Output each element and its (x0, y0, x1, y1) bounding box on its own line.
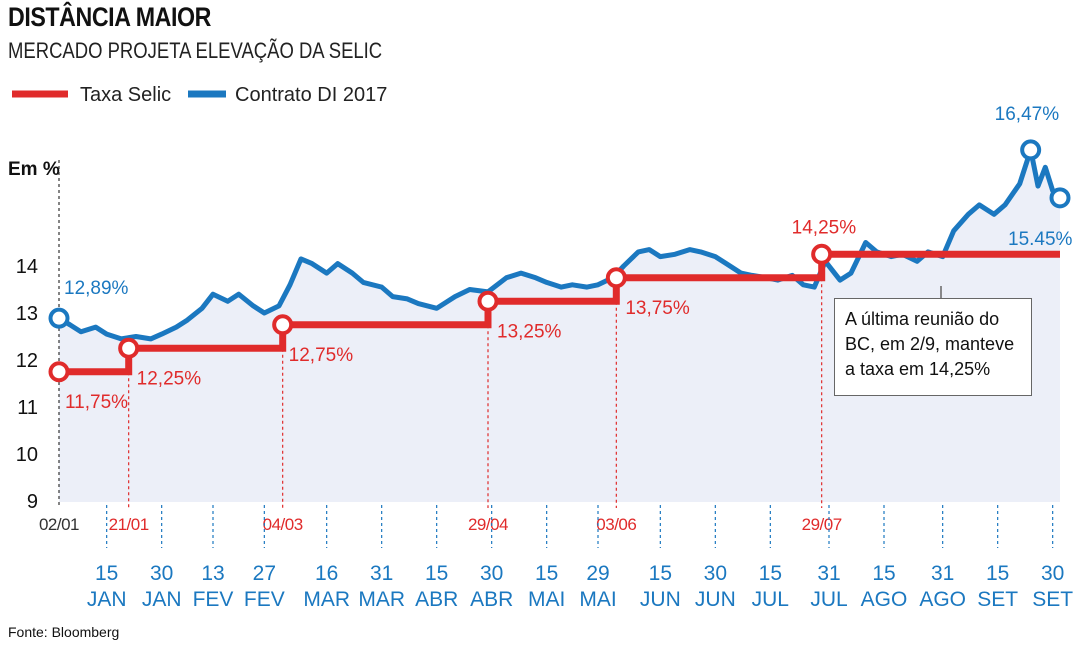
x-tick-month-mar-31: MAR (358, 588, 405, 611)
x-tick-day-jul-31: 31 (817, 562, 840, 585)
value-labels: 11,75% 12,25% 12,75% 13,25% 13,75% 14,25% 12,8… (64, 104, 1073, 413)
series-markers (48, 139, 1071, 383)
x-tick-day-mar-31: 31 (370, 562, 393, 585)
x-tick-month-fev-13: FEV (193, 588, 234, 611)
x-tick-day-set-15: 15 (986, 562, 1009, 585)
meeting-label-29-07: 29/07 (802, 515, 842, 534)
meeting-label-02-01: 02/01 (39, 515, 79, 534)
meeting-lines: 02/01 21/01 04/03 29/04 03/06 29/07 (39, 160, 842, 534)
x-tick-month-mai-15: MAI (528, 588, 565, 611)
x-tick-day-ago-31: 31 (931, 562, 954, 585)
x-tick-month-mar-16: MAR (303, 588, 350, 611)
callout-box: A última reunião do BC, em 2/9, manteve … (834, 298, 1032, 396)
x-tick-month-jun-15: JUN (640, 588, 681, 611)
di-area-fill (59, 149, 1060, 502)
x-tick-day-mar-16: 16 (315, 562, 338, 585)
meeting-label-21-01: 21/01 (109, 515, 149, 534)
di-marker-2 (1049, 187, 1071, 209)
x-tick-day-jan-15: 15 (95, 562, 118, 585)
x-tick-month-mai-29: MAI (579, 588, 616, 611)
x-tick-day-abr-15: 15 (425, 562, 448, 585)
selic-value-label-2: 12,75% (289, 345, 354, 366)
x-tick-day-mai-29: 29 (586, 562, 609, 585)
selic-value-label-4: 13,75% (625, 298, 690, 319)
di-area-layer (59, 149, 1060, 502)
y-tick-label-14: 14 (16, 256, 38, 278)
x-tick-month-jan-15: JAN (87, 588, 127, 611)
x-tick-month-ago-31: AGO (919, 588, 966, 611)
y-tick-label-13: 13 (16, 303, 38, 325)
x-tick-month-jun-30: JUN (695, 588, 736, 611)
x-tick-day-abr-30: 30 (480, 562, 503, 585)
selic-value-label-5: 14,25% (792, 217, 857, 238)
selic-marker-2 (272, 314, 294, 336)
y-tick-label-9: 9 (27, 491, 38, 513)
meeting-label-04-03: 04/03 (263, 515, 303, 534)
selic-marker-3 (477, 290, 499, 312)
x-tick-month-set-15: SET (977, 588, 1018, 611)
legend-label-di: Contrato DI 2017 (235, 84, 387, 106)
meeting-label-03-06: 03/06 (596, 515, 636, 534)
x-tick-month-jul-31: JUL (810, 588, 847, 611)
x-tick-day-fev-27: 27 (253, 562, 276, 585)
di-value-label-2: 15.45% (1008, 229, 1073, 250)
di-value-label-1: 16,47% (995, 104, 1060, 125)
x-tick-day-jun-15: 15 (649, 562, 672, 585)
chart-subtitle: MERCADO PROJETA ELEVAÇÃO DA SELIC (8, 38, 383, 63)
x-tick-day-fev-13: 13 (201, 562, 224, 585)
x-tick-day-jul-15: 15 (759, 562, 782, 585)
di-marker-1 (1020, 139, 1042, 161)
x-tick-month-jan-30: JAN (142, 588, 182, 611)
source-note: Fonte: Bloomberg (8, 624, 120, 640)
di-marker-0 (48, 307, 70, 329)
meeting-label-29-04: 29/04 (468, 515, 508, 534)
selic-value-label-0: 11,75% (65, 392, 128, 413)
y-unit-label: Em % (8, 159, 60, 180)
legend-label-selic: Taxa Selic (80, 84, 171, 106)
y-tick-label-11: 11 (17, 397, 38, 419)
x-tick-month-fev-27: FEV (244, 588, 285, 611)
di-value-label-0: 12,89% (64, 278, 129, 299)
y-tick-label-10: 10 (16, 444, 38, 466)
selic-value-label-1: 12,25% (137, 368, 202, 389)
x-tick-month-abr-15: ABR (415, 588, 458, 611)
x-tick-day-jan-30: 30 (150, 562, 173, 585)
selic-marker-1 (118, 337, 140, 359)
y-tick-labels: 9 10 11 12 13 14 (16, 256, 38, 513)
chart-title: DISTÂNCIA MAIOR (8, 2, 211, 32)
legend: Taxa Selic Contrato DI 2017 (12, 84, 387, 106)
x-tick-day-mai-15: 15 (535, 562, 558, 585)
selic-marker-0 (48, 361, 70, 383)
x-tick-month-jul-15: JUL (752, 588, 789, 611)
x-tick-day-set-30: 30 (1041, 562, 1064, 585)
selic-marker-4 (605, 267, 627, 289)
x-tick-month-abr-30: ABR (470, 588, 513, 611)
di-series-line (56, 147, 1063, 342)
x-tick-month-set-30: SET (1032, 588, 1073, 611)
y-tick-label-12: 12 (16, 350, 38, 372)
x-ticks: 15 JAN 30 JAN 13 FEV 27 FEV 16 MAR 31 MAR 15 ABR 30 ABR… (87, 505, 1073, 611)
x-tick-day-ago-15: 15 (872, 562, 895, 585)
x-tick-month-ago-15: AGO (861, 588, 908, 611)
selic-marker-5 (811, 243, 833, 265)
x-tick-day-jun-30: 30 (704, 562, 727, 585)
selic-value-label-3: 13,25% (497, 321, 562, 342)
